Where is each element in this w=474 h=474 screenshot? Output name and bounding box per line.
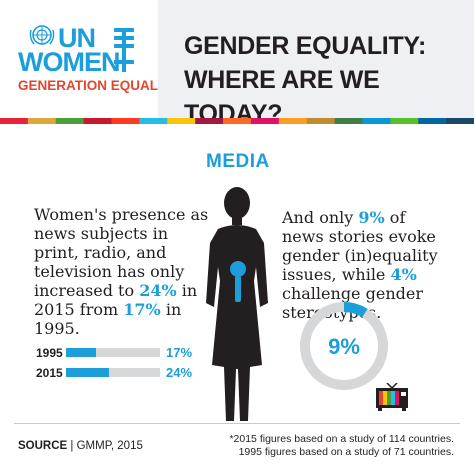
footnote-line-1: *2015 figures based on a study of 114 co…	[229, 433, 454, 445]
pct-9: 9%	[358, 208, 385, 227]
title-panel	[158, 0, 474, 118]
footer-divider	[14, 423, 460, 424]
bar-2015	[66, 368, 109, 377]
logo-tagline: GENERATION EQUALITY	[18, 78, 180, 93]
color-stripe	[0, 118, 474, 124]
right-text-1: And only	[282, 208, 359, 227]
right-text-2: of news stories evoke gender (in)equalit…	[282, 208, 438, 284]
bar-value-1995: 17%	[166, 345, 193, 360]
source-line: SOURCE | GMMP, 2015	[18, 440, 143, 452]
title-line-1: GENDER EQUALITY:	[184, 32, 426, 60]
left-text-1: Women's presence as news subjects in pri…	[34, 205, 209, 300]
tv-icon	[376, 383, 408, 411]
stripe-segment	[195, 118, 224, 124]
stripe-segment	[223, 118, 252, 124]
bar-value-2015: 24%	[166, 365, 193, 380]
stripe-segment	[83, 118, 113, 124]
donut-chart	[300, 302, 388, 390]
donut-label: 9%	[328, 334, 360, 359]
page-title: GENDER EQUALITY: WHERE ARE WE TODAY?	[184, 29, 474, 131]
stripe-segment	[139, 118, 168, 124]
left-text-2: in 2015 from	[34, 281, 198, 319]
stripe-segment	[167, 118, 196, 124]
un-emblem-icon	[29, 25, 55, 45]
stripe-segment	[418, 118, 447, 124]
bar-track-2015	[66, 368, 160, 377]
stripe-segment	[27, 118, 57, 124]
woman-with-microphone-icon	[206, 187, 268, 421]
stripe-segment	[111, 118, 140, 124]
bar-1995	[66, 348, 97, 357]
stripe-segment	[362, 118, 391, 124]
donut-slice-9	[300, 302, 388, 390]
stripe-segment	[250, 118, 280, 124]
source-label: SOURCE	[18, 440, 68, 452]
footnote: *2015 figures based on a study of 114 co…	[214, 433, 454, 459]
stripe-segment	[334, 118, 363, 124]
stripe-segment	[390, 118, 419, 124]
women-symbol-icon	[114, 28, 134, 72]
bar-label-2015: 2015	[36, 366, 63, 380]
left-text-3: in 1995.	[34, 300, 182, 338]
pct-2015: 24%	[139, 281, 177, 300]
stripe-segment	[0, 118, 29, 124]
stripe-segment	[278, 118, 308, 124]
right-paragraph: And only 9% of news stories evoke gender…	[282, 208, 452, 322]
logo-women-text: WOMEN	[18, 47, 120, 77]
pct-1995: 17%	[123, 300, 161, 319]
logo-panel	[0, 0, 158, 118]
pct-4: 4%	[390, 265, 417, 284]
footnote-line-2: 1995 figures based on a study of 71 coun…	[238, 446, 454, 458]
section-heading: MEDIA	[206, 151, 270, 172]
source-text: GMMP, 2015	[76, 440, 143, 452]
bar-label-1995: 1995	[36, 346, 63, 360]
stripe-segment	[446, 118, 474, 124]
logo-un-text: UN	[58, 23, 96, 53]
stripe-segment	[306, 118, 336, 124]
left-paragraph: Women's presence as news subjects in pri…	[34, 205, 214, 338]
stripe-segment	[55, 118, 85, 124]
bar-track-1995	[66, 348, 160, 357]
